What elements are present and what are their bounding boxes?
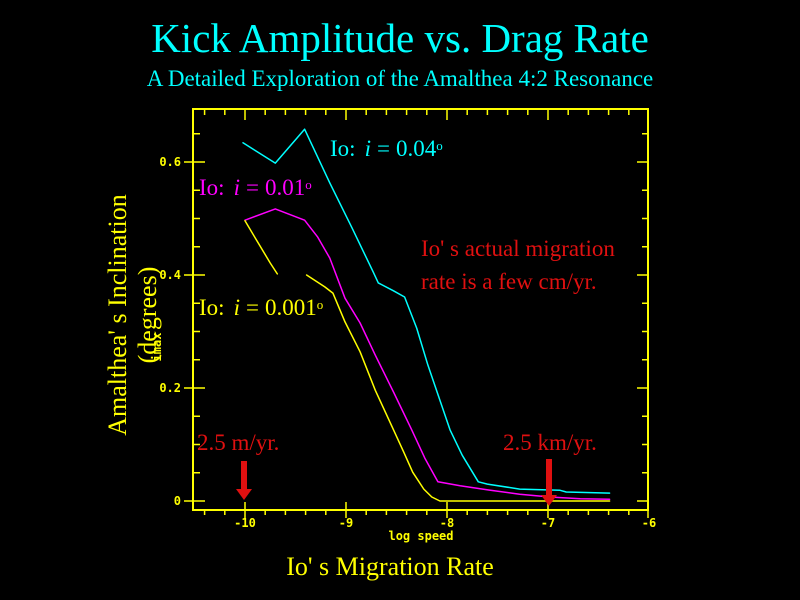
arrow-km-per-yr-head [541, 495, 557, 506]
x-tick-label: -9 [339, 516, 353, 530]
curve-label-eq: = [376, 136, 390, 161]
curve-label-var: i [233, 295, 240, 320]
slide-title: Kick Amplitude vs. Drag Rate [151, 15, 649, 61]
curve-label-prefix: Io: [199, 175, 225, 200]
x-axis-outer-label: Io' s Migration Rate [286, 552, 494, 581]
rate-label-km-per-yr: 2.5 km/yr. [503, 430, 597, 455]
curve-label-i001: Io: i = 0.01o [199, 175, 312, 201]
curve-label-i0001: Io: i = 0.001o [199, 295, 323, 321]
y-tick-label: 0.2 [159, 381, 181, 395]
curve-label-var: i [233, 175, 240, 200]
curve-label-prefix: Io: [330, 136, 356, 161]
migration-rate-note: Io' s actual migration rate is a few cm/… [421, 232, 615, 298]
y-axis-inner-label: imax [150, 332, 164, 362]
x-tick-label: -6 [642, 516, 656, 530]
migration-rate-note-line2: rate is a few cm/yr. [421, 269, 597, 294]
slide-subtitle: A Detailed Exploration of the Amalthea 4… [146, 66, 654, 91]
curve-label-eq: = [245, 175, 259, 200]
x-tick-label: -10 [234, 516, 256, 530]
curve-label-prefix: Io: [199, 295, 225, 320]
plot-frame [192, 108, 649, 511]
curve-label-var: i [364, 136, 371, 161]
arrow-m-per-yr-head [236, 489, 252, 500]
curve-i0001 [244, 220, 279, 275]
curve-label-i004: Io: i = 0.04o [330, 136, 443, 162]
x-tick-label: -8 [440, 516, 454, 530]
degree-superscript: o [436, 138, 443, 153]
y-tick-label: 0 [174, 494, 181, 508]
y-tick-label: 0.6 [159, 155, 181, 169]
curve-i004 [242, 128, 611, 494]
curve-label-value: 0.01 [264, 175, 306, 200]
curve-label-value: 0.001 [264, 295, 317, 320]
x-axis-inner-label: log speed [388, 529, 454, 543]
y-tick-label: 0.4 [159, 268, 181, 282]
x-tick-label: -7 [541, 516, 555, 530]
migration-rate-note-line1: Io' s actual migration [421, 236, 615, 261]
degree-superscript: o [305, 177, 312, 192]
degree-superscript: o [316, 297, 324, 312]
curve-i001 [244, 208, 611, 501]
rate-label-m-per-yr: 2.5 m/yr. [197, 430, 280, 455]
curve-label-value: 0.04 [395, 136, 437, 161]
curve-label-eq: = [245, 295, 259, 320]
curve-i0001 [305, 274, 611, 502]
